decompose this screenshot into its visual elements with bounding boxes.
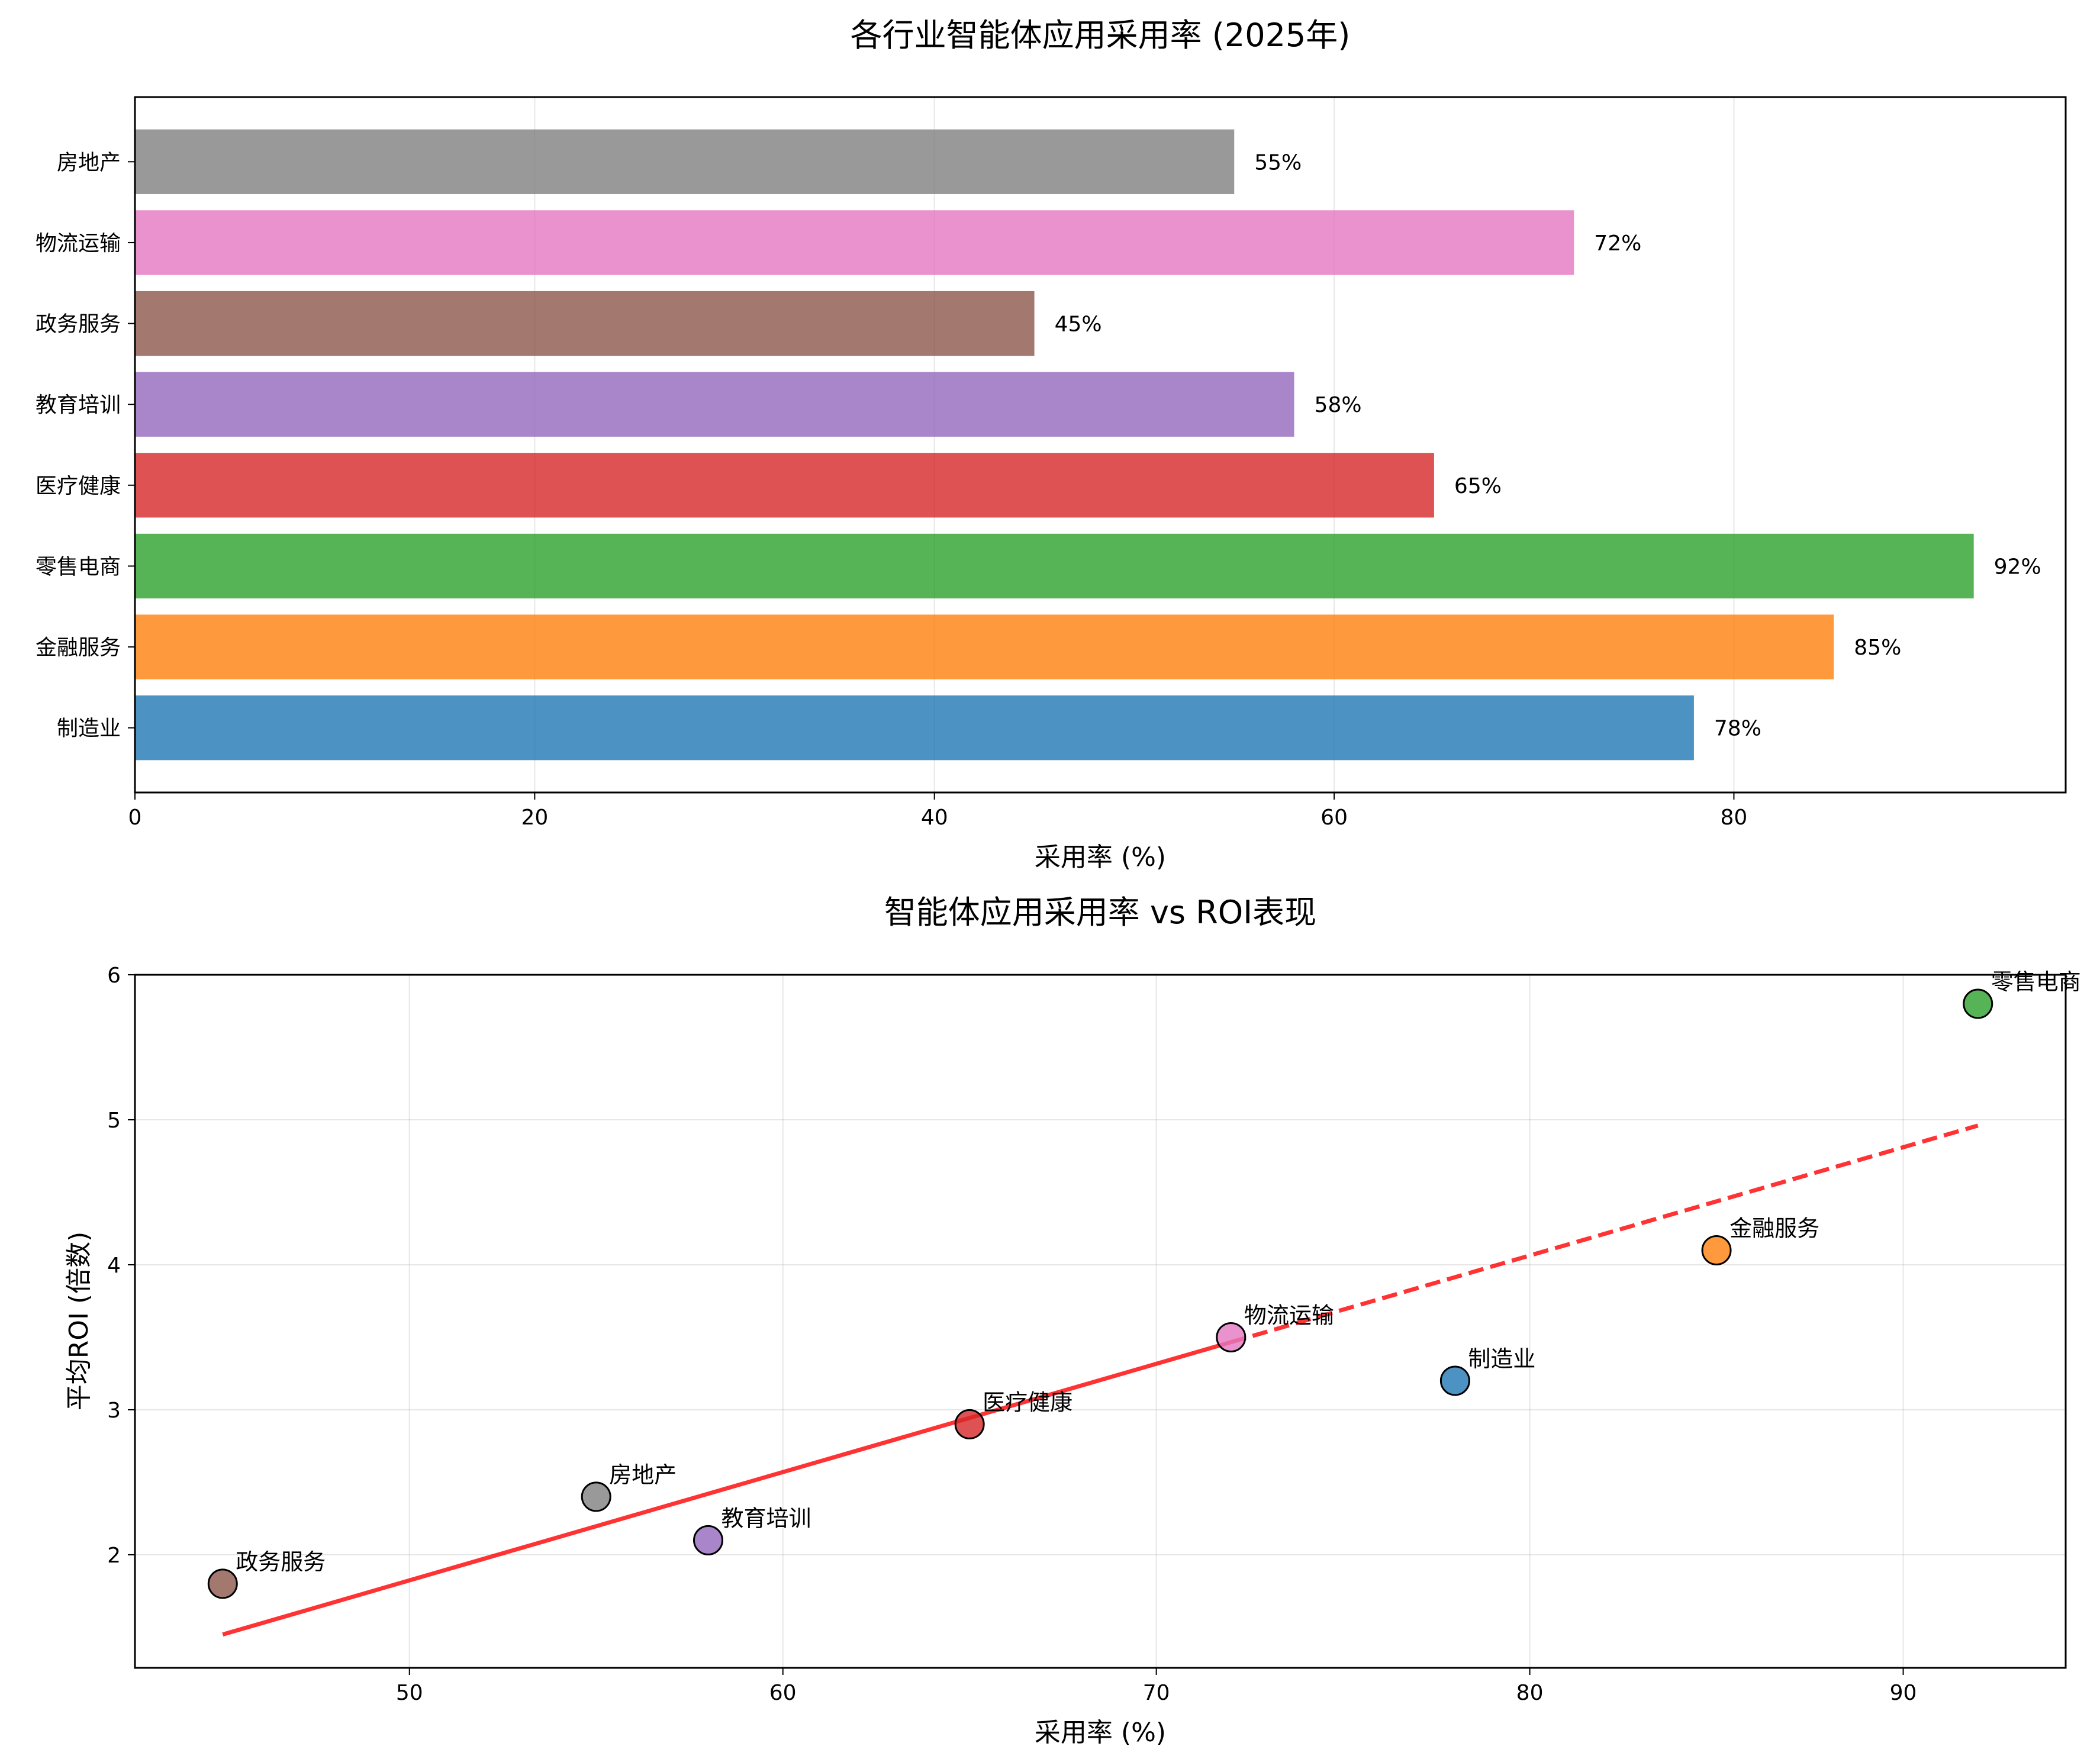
scatter-chart-y-tick-label: 3 xyxy=(107,1399,121,1423)
bar-value-label: 45% xyxy=(1055,313,1102,337)
scatter-chart-y-tick-label: 4 xyxy=(107,1254,121,1278)
bar-chart-category-ticks: 制造业 金融服务 零售电商 医疗健康 教育培训 政务服务 物流运输 房地产 xyxy=(36,150,135,741)
scatter-point-label: 房地产 xyxy=(609,1462,677,1488)
scatter-chart-y-tick-label: 5 xyxy=(107,1109,121,1133)
scatter-point-label: 物流运输 xyxy=(1244,1302,1334,1328)
scatter-chart-y-axis-label: 平均ROI (倍数) xyxy=(64,1232,94,1411)
bar-1 xyxy=(135,614,1834,679)
scatter-point-label: 医疗健康 xyxy=(983,1389,1072,1415)
scatter-chart-x-tick-label: 90 xyxy=(1890,1681,1917,1705)
scatter-chart-x-tick-label: 80 xyxy=(1516,1681,1544,1705)
scatter-chart-x-tick-label: 50 xyxy=(396,1681,423,1705)
bar-chart-x-tick-label: 80 xyxy=(1721,806,1748,830)
bar-value-label: 55% xyxy=(1254,150,1302,175)
scatter-point-7 xyxy=(581,1481,611,1512)
scatter-chart-x-axis-label: 采用率 (%) xyxy=(1035,1718,1166,1748)
bar-6 xyxy=(135,210,1574,275)
bar-3 xyxy=(135,453,1434,518)
scatter-chart-x-tick-label: 70 xyxy=(1143,1681,1170,1705)
bar-chart-title: 各行业智能体应用采用率 (2025年) xyxy=(851,17,1351,54)
bar-5 xyxy=(135,291,1035,356)
bar-value-label: 58% xyxy=(1315,393,1362,417)
bar-value-label: 78% xyxy=(1714,717,1761,741)
scatter-chart-title: 智能体应用采用率 vs ROI表现 xyxy=(884,894,1316,931)
bar-4 xyxy=(135,372,1294,437)
bar-chart-category-label: 制造业 xyxy=(57,717,121,741)
scatter-point-3 xyxy=(954,1409,985,1439)
bar-value-label: 72% xyxy=(1594,231,1641,256)
bar-chart-category-label: 政务服务 xyxy=(36,313,121,337)
bar-chart: 各行业智能体应用采用率 (2025年) 78% 85% 92% 65% 58% 45% 72… xyxy=(36,17,2067,872)
scatter-chart-y-ticks: 2 3 4 5 6 xyxy=(107,964,135,1568)
bar-chart-category-label: 教育培训 xyxy=(36,393,121,417)
bar-7 xyxy=(135,129,1235,194)
bar-chart-category-label: 医疗健康 xyxy=(36,474,121,498)
scatter-chart-y-tick-label: 6 xyxy=(107,964,121,988)
scatter-point-label: 制造业 xyxy=(1468,1346,1535,1372)
bar-0 xyxy=(135,695,1694,761)
bar-chart-category-label: 房地产 xyxy=(57,150,121,175)
bar-chart-frame xyxy=(134,96,2067,794)
bar-chart-x-tick-label: 60 xyxy=(1320,806,1348,830)
bar-chart-category-label: 物流运输 xyxy=(36,231,121,256)
scatter-point-1 xyxy=(1701,1235,1732,1265)
scatter-chart-frame xyxy=(134,974,2067,1669)
scatter-chart-x-tick-label: 60 xyxy=(769,1681,797,1705)
scatter-point-0 xyxy=(1439,1365,1470,1396)
bar-value-label: 85% xyxy=(1854,636,1901,660)
scatter-point-label: 金融服务 xyxy=(1729,1215,1819,1241)
scatter-point-label: 政务服务 xyxy=(236,1549,326,1575)
scatter-point-4 xyxy=(693,1525,724,1555)
scatter-point-label: 零售电商 xyxy=(1991,969,2081,995)
bar-chart-x-tick-label: 0 xyxy=(128,806,142,830)
bar-chart-x-axis-label: 采用率 (%) xyxy=(1035,842,1166,872)
scatter-chart-y-tick-label: 2 xyxy=(107,1544,121,1568)
bar-2 xyxy=(135,533,1974,599)
bar-chart-bars xyxy=(135,129,1974,761)
bar-chart-category-label: 零售电商 xyxy=(36,555,121,579)
bar-chart-x-tick-label: 40 xyxy=(921,806,948,830)
scatter-point-label: 教育培训 xyxy=(722,1505,811,1531)
bar-value-label: 65% xyxy=(1454,474,1502,498)
scatter-point-5 xyxy=(207,1568,238,1599)
bar-chart-x-tick-label: 20 xyxy=(521,806,548,830)
scatter-chart: 智能体应用采用率 vs ROI表现 制造业 金融服务 零售电商医疗健康教育培训政务服… xyxy=(64,894,2081,1748)
scatter-chart-points xyxy=(207,988,1993,1599)
scatter-chart-x-ticks: 50 60 70 80 90 xyxy=(396,1668,1917,1705)
trendline-solid xyxy=(222,1340,1232,1637)
scatter-chart-trendline xyxy=(222,1123,1979,1637)
scatter-point-6 xyxy=(1216,1322,1247,1352)
scatter-point-2 xyxy=(1963,988,1993,1019)
bar-value-label: 92% xyxy=(1994,555,2041,579)
trendline-dashed xyxy=(1230,1123,1979,1345)
bar-chart-category-label: 金融服务 xyxy=(36,636,121,660)
bar-chart-value-labels: 78% 85% 92% 65% 58% 45% 72% 55% xyxy=(1055,150,2041,740)
bar-chart-x-ticks: 0 20 40 60 80 xyxy=(128,792,1748,830)
